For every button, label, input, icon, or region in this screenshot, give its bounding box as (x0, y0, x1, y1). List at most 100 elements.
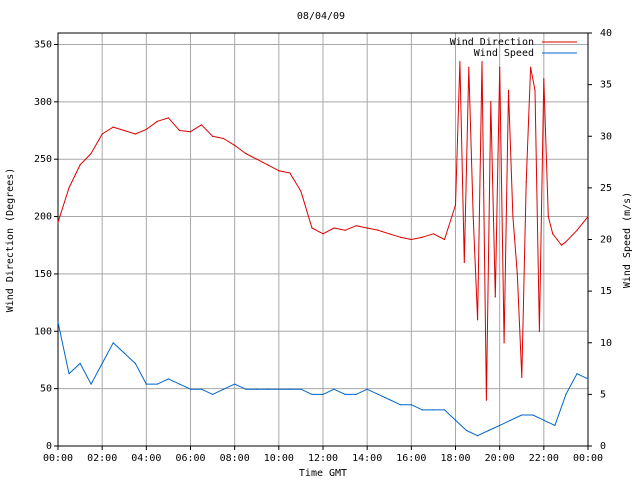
wind-direction-point (212, 135, 214, 137)
right-y-tick-label: 30 (600, 131, 612, 142)
wind-speed-point (587, 378, 589, 380)
wind-direction-point (278, 170, 280, 172)
x-tick-label: 02:00 (87, 453, 117, 464)
left-y-axis-label: Wind Direction (Degrees) (5, 168, 16, 313)
wind-direction-point (123, 129, 125, 132)
wind-direction-point (576, 229, 578, 231)
wind-speed-point (366, 388, 368, 390)
wind-speed-point (576, 373, 578, 375)
wind-direction-point (503, 342, 505, 344)
wind-speed-point (79, 362, 81, 364)
x-axis-label: Time GMT (299, 468, 347, 479)
wind-direction-point (530, 66, 532, 68)
wind-speed-point (311, 393, 313, 395)
wind-direction-point (543, 78, 545, 80)
wind-speed-point (245, 388, 247, 390)
wind-speed-point (454, 419, 457, 421)
wind-speed-point (388, 398, 390, 401)
wind-direction-point (399, 236, 401, 238)
wind-direction-point (477, 319, 479, 321)
wind-direction-point (267, 164, 269, 166)
x-tick-label: 10:00 (264, 453, 294, 464)
wind-speed-point (410, 404, 412, 406)
right-y-tick-label: 25 (600, 183, 612, 194)
wind-direction-point (552, 233, 554, 235)
wind-direction-point (333, 227, 335, 229)
x-tick-label: 22:00 (529, 453, 559, 464)
wind-speed-point (289, 388, 291, 390)
wind-speed-point (234, 383, 236, 385)
right-y-tick-label: 15 (600, 286, 612, 297)
wind-direction-point (300, 190, 302, 192)
wind-direction-point (245, 152, 247, 155)
wind-speed-point (554, 424, 556, 426)
wind-speed-point (399, 404, 401, 406)
wind-direction-point (178, 129, 181, 132)
wind-direction-point (223, 137, 225, 140)
wind-direction-point (200, 124, 203, 126)
axis-ticks: 00:00 02:00 04:00 06:00 08:00 10:00 12:00 14:00… (34, 28, 612, 464)
wind-speed-point (145, 383, 147, 385)
wind-direction-point (311, 227, 313, 229)
wind-direction-point (189, 131, 192, 133)
wind-speed-point (322, 393, 324, 395)
wind-direction-point (459, 61, 461, 63)
wind-direction-point (112, 126, 114, 128)
wind-speed-point (57, 321, 59, 323)
wind-speed-point (443, 409, 446, 411)
wind-speed-point (421, 409, 423, 411)
wind-speed-point (101, 362, 103, 364)
wind-direction-point (490, 101, 492, 103)
wind-direction-point (322, 233, 324, 235)
wind-speed-point (212, 393, 214, 395)
x-tick-label: 08:00 (220, 453, 250, 464)
wind-direction-point (521, 376, 523, 378)
wind-direction-point (494, 296, 496, 298)
wind-speed-point (532, 414, 534, 416)
wind-direction-point (485, 399, 487, 401)
wind-direction-point (516, 273, 518, 275)
wind-speed-point (68, 373, 70, 375)
wind-direction-point (366, 227, 368, 229)
wind-direction-point (156, 120, 158, 122)
wind-direction-point (90, 152, 92, 155)
wind-speed-point (377, 393, 379, 395)
right-y-tick-label: 10 (600, 338, 612, 349)
right-y-tick-label: 20 (600, 235, 612, 246)
wind-speed-point (521, 414, 523, 416)
wind-direction-point (512, 216, 514, 218)
wind-speed-point (510, 419, 512, 421)
left-y-tick-label: 100 (34, 326, 52, 337)
wind-speed-point (156, 383, 158, 385)
wind-direction-point (443, 238, 446, 241)
wind-speed-point (267, 388, 269, 390)
wind-direction-point (68, 187, 70, 189)
wind-speed-point (134, 362, 136, 364)
wind-direction-point (289, 172, 291, 174)
wind-direction-point (507, 89, 510, 91)
wind-speed-point (123, 352, 125, 354)
wind-direction-point (388, 233, 390, 235)
wind-direction-point (587, 216, 589, 218)
wind-direction-point (134, 133, 136, 135)
left-y-tick-label: 250 (34, 154, 52, 165)
wind-speed-point (543, 419, 545, 421)
wind-direction-point (355, 225, 357, 227)
x-tick-label: 16:00 (396, 453, 426, 464)
x-tick-label: 00:00 (43, 453, 73, 464)
wind-direction-point (472, 216, 474, 218)
wind-direction-point (410, 238, 412, 241)
right-y-tick-label: 35 (600, 80, 612, 91)
x-tick-label: 00:00 (573, 453, 603, 464)
wind-speed-point (333, 388, 335, 390)
wind-speed-point (112, 342, 114, 344)
series-lines (57, 61, 589, 437)
wind-speed-point (465, 429, 468, 432)
right-y-axis-label: Wind Speed (m/s) (622, 192, 633, 288)
wind-direction-point (234, 144, 236, 146)
x-tick-label: 12:00 (308, 453, 338, 464)
wind-speed-point (355, 393, 357, 395)
wind-speed-point (256, 388, 258, 390)
x-tick-label: 04:00 (131, 453, 161, 464)
